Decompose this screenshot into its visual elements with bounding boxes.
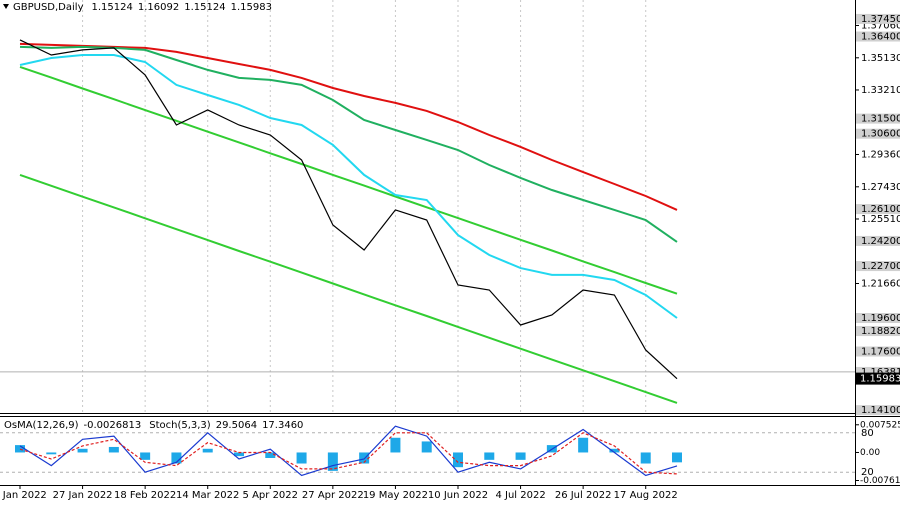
y-tick-label: 1.25510 xyxy=(861,214,900,225)
level-marker xyxy=(856,204,900,215)
osma-bar xyxy=(672,452,682,463)
y-tick-label: 1.27430 xyxy=(861,182,900,193)
y-tick-label: 0.00 xyxy=(860,448,880,458)
price-series-line xyxy=(19,54,678,319)
level-marker xyxy=(856,31,900,42)
level-label: 1.36400 xyxy=(861,32,900,43)
osma-bar xyxy=(327,452,338,471)
x-tick-label: 19 May 2022 xyxy=(363,490,428,501)
osma-bar xyxy=(359,452,370,464)
osma-bar xyxy=(202,448,213,453)
x-tick-label: 10 Jun 2022 xyxy=(428,490,488,501)
y2-tick-label: 20 xyxy=(861,467,874,478)
osma-bar xyxy=(171,452,182,464)
symbol-title: GBPUSD,Daily xyxy=(13,2,84,13)
level-marker xyxy=(856,346,900,357)
ohlc-value: 1.15983 xyxy=(231,2,272,13)
stoch-line xyxy=(19,425,678,477)
x-tick-label: 5 Jan 2022 xyxy=(0,490,47,501)
x-tick-label: 5 Apr 2022 xyxy=(243,490,298,501)
level-label: 1.24200 xyxy=(861,236,900,247)
osma-bar xyxy=(15,445,25,453)
ohlc-value: 1.15124 xyxy=(184,2,225,13)
level-label: 1.22700 xyxy=(861,261,900,272)
level-marker xyxy=(856,313,900,324)
current-price-box xyxy=(856,372,900,385)
indicator-name: OsMA(12,26,9) xyxy=(4,420,79,431)
osma-bar xyxy=(453,452,463,468)
stoch-line xyxy=(19,432,678,475)
osma-bar xyxy=(108,446,119,453)
y-tick-label: -0.0076194 xyxy=(860,476,900,486)
x-tick-label: 27 Apr 2022 xyxy=(302,490,364,501)
level-label: 1.16381 xyxy=(861,367,900,378)
osma-bar xyxy=(234,452,244,457)
level-marker xyxy=(856,235,900,246)
osma-bar xyxy=(390,437,401,453)
x-tick-label: 18 Feb 2022 xyxy=(114,490,176,501)
level-label: 1.14100 xyxy=(861,405,900,416)
dropdown-arrow xyxy=(3,4,9,9)
indicator-value: 17.3460 xyxy=(262,420,303,431)
indicator-value: 29.5064 xyxy=(216,420,257,431)
x-tick-label: 27 Jan 2022 xyxy=(53,490,113,501)
y-tick-label: 1.37060 xyxy=(861,20,900,31)
level-label: 1.17600 xyxy=(861,347,900,358)
y-tick-label: 1.33210 xyxy=(861,85,900,96)
level-label: 1.30600 xyxy=(861,129,900,140)
price-series-line xyxy=(19,45,678,243)
osma-bar xyxy=(484,452,495,460)
current-price-label: 1.15983 xyxy=(860,374,900,385)
osma-bar xyxy=(46,452,57,455)
osma-bar xyxy=(421,441,432,453)
y-tick-label: 1.29360 xyxy=(861,149,900,160)
level-label: 1.19600 xyxy=(861,313,900,324)
y-tick-label: 0.0075252 xyxy=(860,420,900,430)
price-series-line xyxy=(19,39,678,380)
ohlc-value: 1.16092 xyxy=(138,2,179,13)
level-marker xyxy=(856,113,900,124)
osma-bar xyxy=(140,452,151,460)
osma-bar xyxy=(578,437,589,453)
level-marker xyxy=(856,128,900,139)
level-marker xyxy=(856,405,900,416)
level-label: 1.37450 xyxy=(861,14,900,25)
x-tick-label: 14 Mar 2022 xyxy=(176,490,239,501)
osma-bar xyxy=(77,448,88,453)
price-series-line xyxy=(19,42,678,211)
osma-bar xyxy=(640,452,651,464)
y-tick-label: 1.35130 xyxy=(861,53,900,64)
osma-bar xyxy=(265,452,276,458)
level-marker xyxy=(856,261,900,272)
level-marker xyxy=(856,366,900,377)
indicator-name: Stoch(5,3,3) xyxy=(149,420,211,431)
indicator-value: -0.0026813 xyxy=(84,420,142,431)
level-label: 1.18820 xyxy=(861,326,900,337)
level-marker xyxy=(856,326,900,337)
y-tick-label: 1.21660 xyxy=(861,278,900,289)
ohlc-value: 1.15124 xyxy=(92,2,133,13)
osma-bar xyxy=(515,452,526,460)
price-series-line xyxy=(19,173,678,404)
osma-bar xyxy=(609,448,620,453)
x-tick-label: 4 Jul 2022 xyxy=(495,490,545,501)
price-series-line xyxy=(19,65,678,295)
level-label: 1.26100 xyxy=(861,204,900,215)
x-tick-label: 17 Aug 2022 xyxy=(614,490,678,501)
level-label: 1.31500 xyxy=(861,114,900,125)
y2-tick-label: 80 xyxy=(861,428,874,439)
osma-bar xyxy=(296,452,307,464)
x-tick-label: 26 Jul 2022 xyxy=(555,490,612,501)
level-marker xyxy=(856,13,900,24)
